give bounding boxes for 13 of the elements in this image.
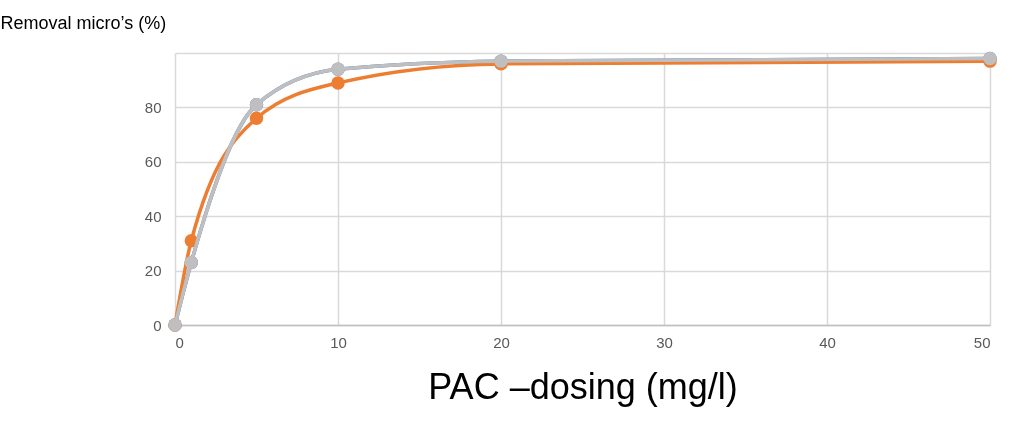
x-tick-label: 0 (175, 333, 184, 351)
x-tick-label: 30 (656, 333, 673, 351)
x-tick-label: 10 (330, 333, 347, 351)
y-axis-title: Removal micro’s (%) (0, 12, 167, 33)
x-axis-title: PAC –dosing (mg/l) (428, 365, 738, 407)
x-tick-label: 20 (493, 333, 510, 351)
y-tick-label: 80 (144, 98, 162, 116)
y-tick-label: 20 (144, 262, 162, 280)
x-tick-label: 40 (819, 333, 836, 351)
y-tick-label: 0 (153, 316, 162, 334)
y-tick-label: 40 (144, 207, 162, 225)
y-tick-label: 60 (144, 153, 162, 171)
x-tick-label: 50 (973, 333, 991, 351)
